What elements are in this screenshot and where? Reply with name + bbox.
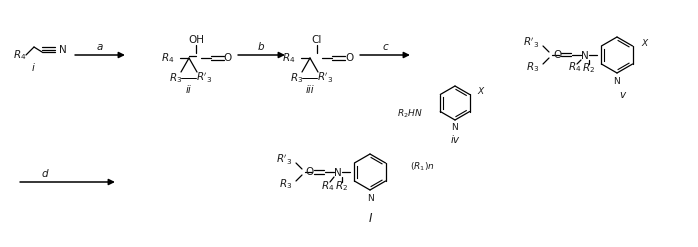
Text: d: d [42,169,48,179]
Text: O: O [306,167,314,177]
Text: $R_4$: $R_4$ [281,51,295,65]
Text: $(R_1)n$: $(R_1)n$ [410,161,435,173]
Text: N: N [59,45,67,55]
Text: iv: iv [450,135,459,145]
Text: O: O [224,53,232,63]
Text: $R'_3$: $R'_3$ [195,71,212,85]
Text: O: O [345,53,353,63]
Text: b: b [258,42,265,52]
Text: i: i [31,63,34,73]
Text: a: a [97,42,103,52]
Text: $R_2$: $R_2$ [582,61,595,75]
Text: iii: iii [306,85,314,95]
Text: N: N [581,51,589,61]
Text: N: N [614,77,621,86]
Text: I: I [369,211,372,225]
Text: X: X [477,87,484,96]
Text: O: O [553,50,561,60]
Text: Cl: Cl [312,35,322,45]
Text: $R_4$: $R_4$ [321,179,335,193]
Text: $R_3$: $R_3$ [279,177,292,191]
Text: N: N [334,168,342,178]
Text: $R_2$: $R_2$ [336,179,348,193]
Text: $R_4$: $R_4$ [161,51,174,65]
Text: X: X [641,39,648,47]
Text: ii: ii [186,85,192,95]
Text: $R'_3$: $R'_3$ [276,153,292,167]
Text: N: N [366,194,373,203]
Text: $R_3$: $R_3$ [526,60,539,74]
Text: $R_2HN$: $R_2HN$ [396,107,422,120]
Text: c: c [382,42,388,52]
Text: $R'_3$: $R'_3$ [317,71,333,85]
Text: v: v [619,90,625,100]
Text: $R_4$: $R_4$ [13,48,27,62]
Text: OH: OH [188,35,204,45]
Text: N: N [452,123,459,132]
Text: $R_4$: $R_4$ [568,60,581,74]
Text: $R_3$: $R_3$ [290,71,304,85]
Text: $R_3$: $R_3$ [170,71,183,85]
Text: $R'_3$: $R'_3$ [523,36,539,50]
